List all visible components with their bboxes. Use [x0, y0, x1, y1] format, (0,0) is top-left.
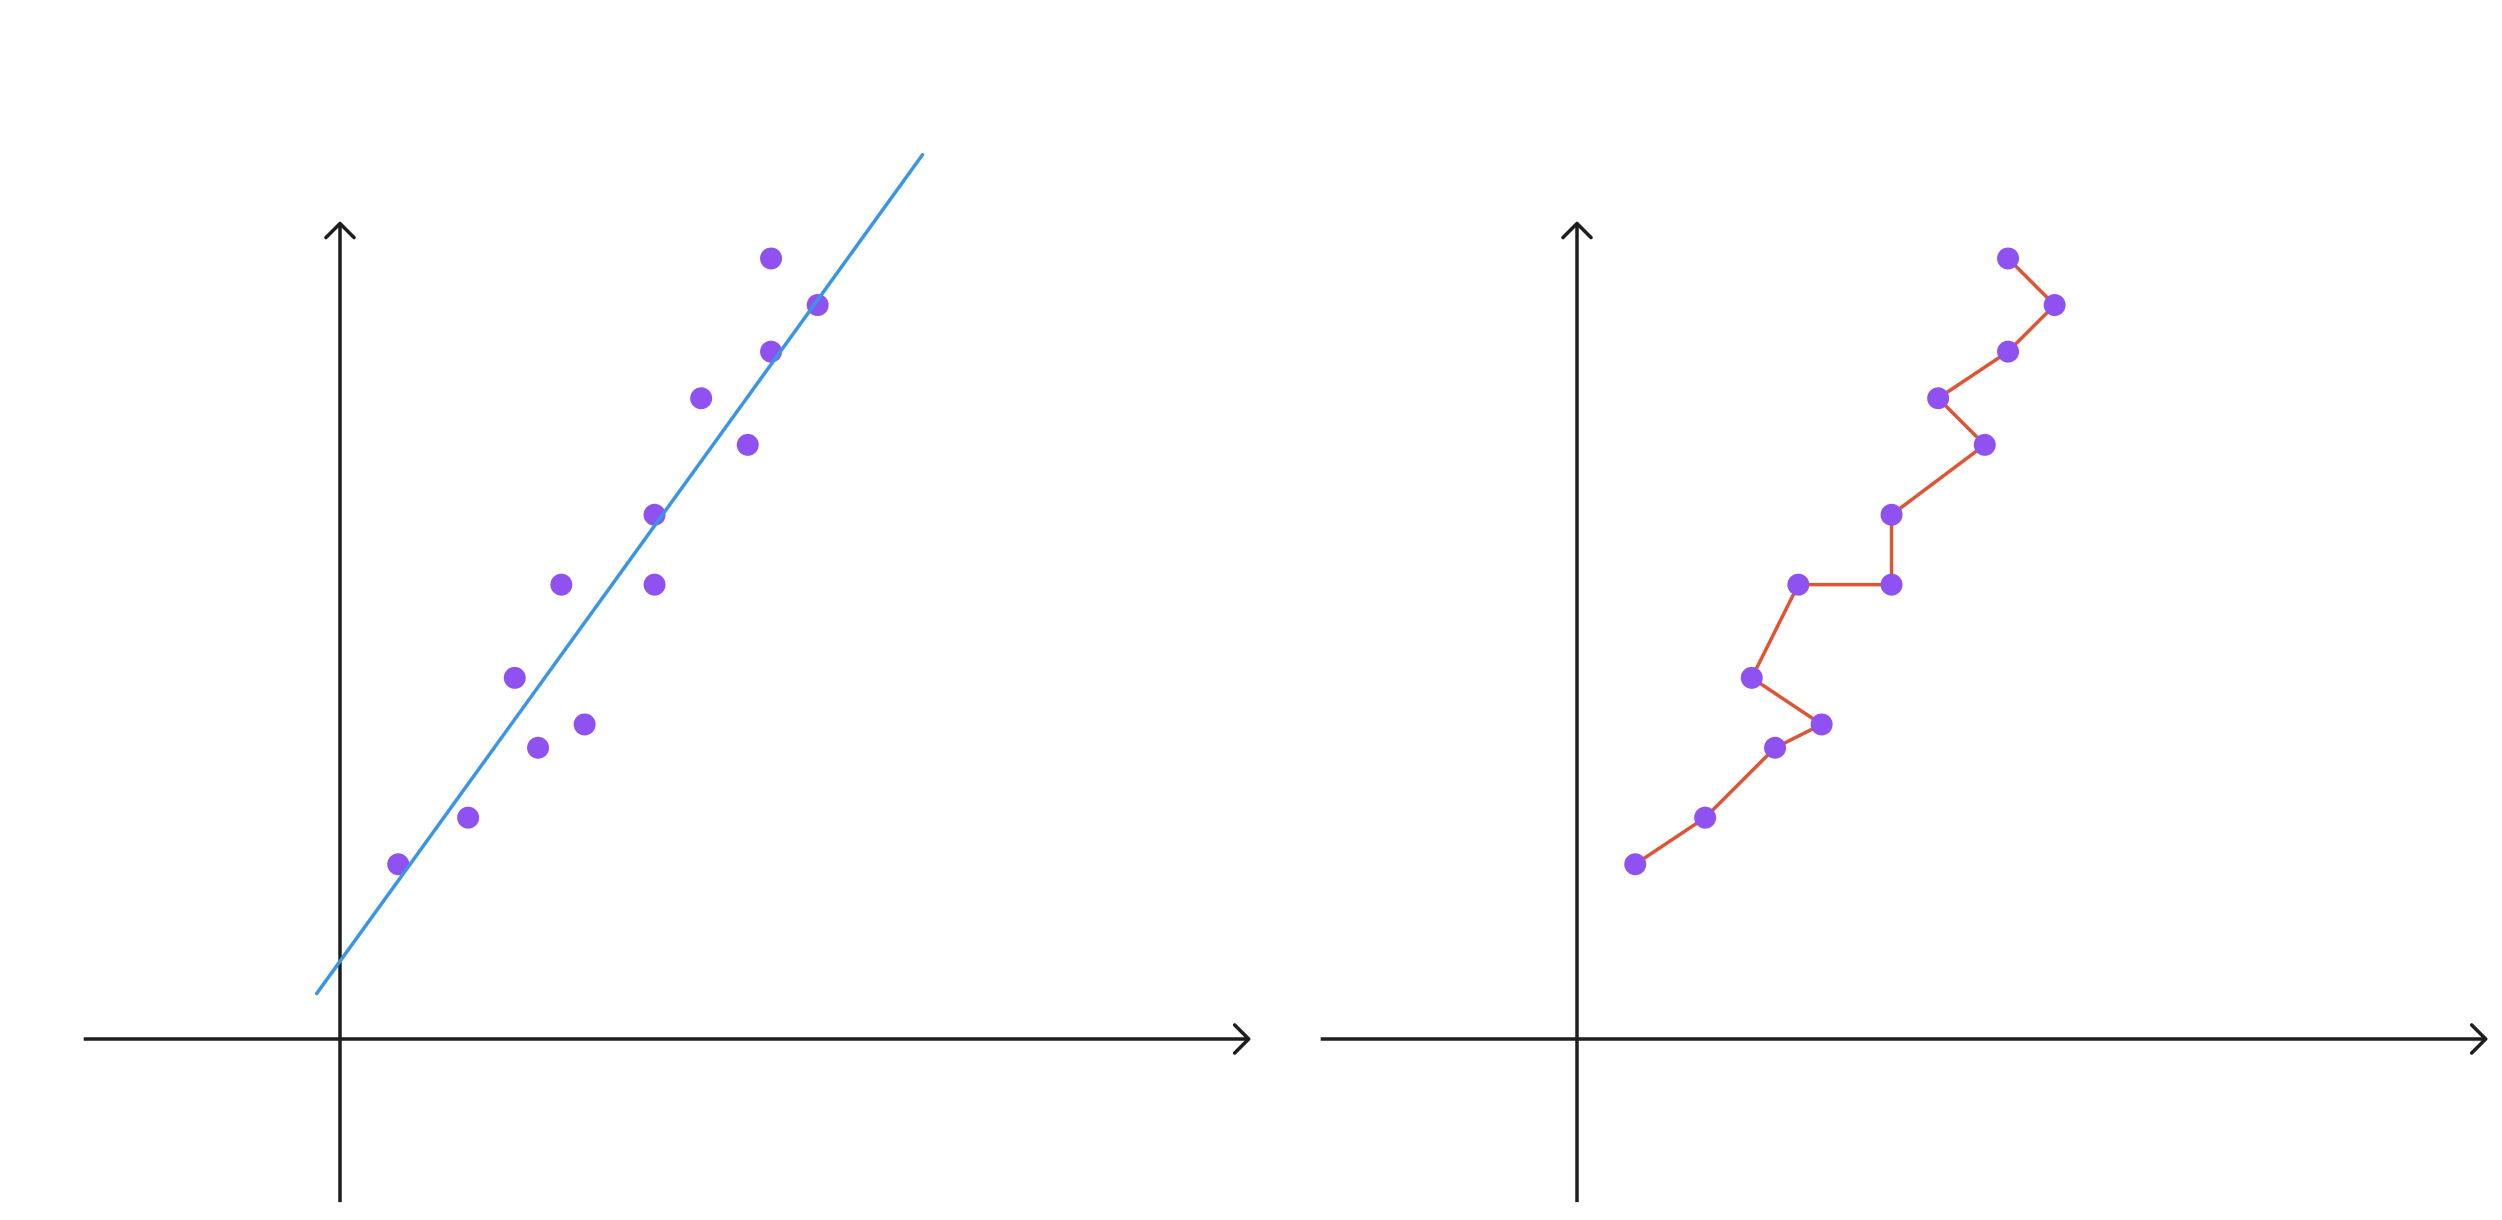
point	[760, 247, 783, 270]
y-axis	[324, 221, 356, 1203]
point	[736, 433, 759, 456]
point	[387, 853, 410, 876]
line	[1633, 256, 2057, 866]
point	[1997, 247, 2020, 270]
point	[690, 387, 713, 410]
point	[457, 806, 480, 829]
y-axis	[1561, 221, 1593, 1203]
chart-panel	[1320, 221, 2488, 1203]
point	[1810, 713, 1833, 736]
chart-panel	[83, 153, 1251, 1203]
point	[503, 666, 526, 689]
point	[1880, 573, 1903, 596]
point	[2043, 294, 2066, 317]
y-axis-arrow	[324, 221, 356, 240]
point	[550, 573, 573, 596]
point	[1694, 806, 1717, 829]
point	[1740, 666, 1763, 689]
x-axis-arrow	[2469, 1023, 2488, 1055]
point	[806, 294, 829, 317]
point	[1927, 387, 1950, 410]
point	[527, 736, 550, 759]
point	[1787, 573, 1810, 596]
y-axis-arrow	[1561, 221, 1593, 240]
point	[1624, 853, 1647, 876]
x-axis	[1320, 1023, 2488, 1055]
line	[314, 153, 925, 996]
point	[1764, 736, 1787, 759]
point	[573, 713, 596, 736]
x-axis	[83, 1023, 1251, 1055]
point	[1880, 503, 1903, 526]
point	[1997, 340, 2020, 363]
x-axis-arrow	[1232, 1023, 1251, 1055]
point	[643, 573, 666, 596]
point	[1973, 433, 1996, 456]
